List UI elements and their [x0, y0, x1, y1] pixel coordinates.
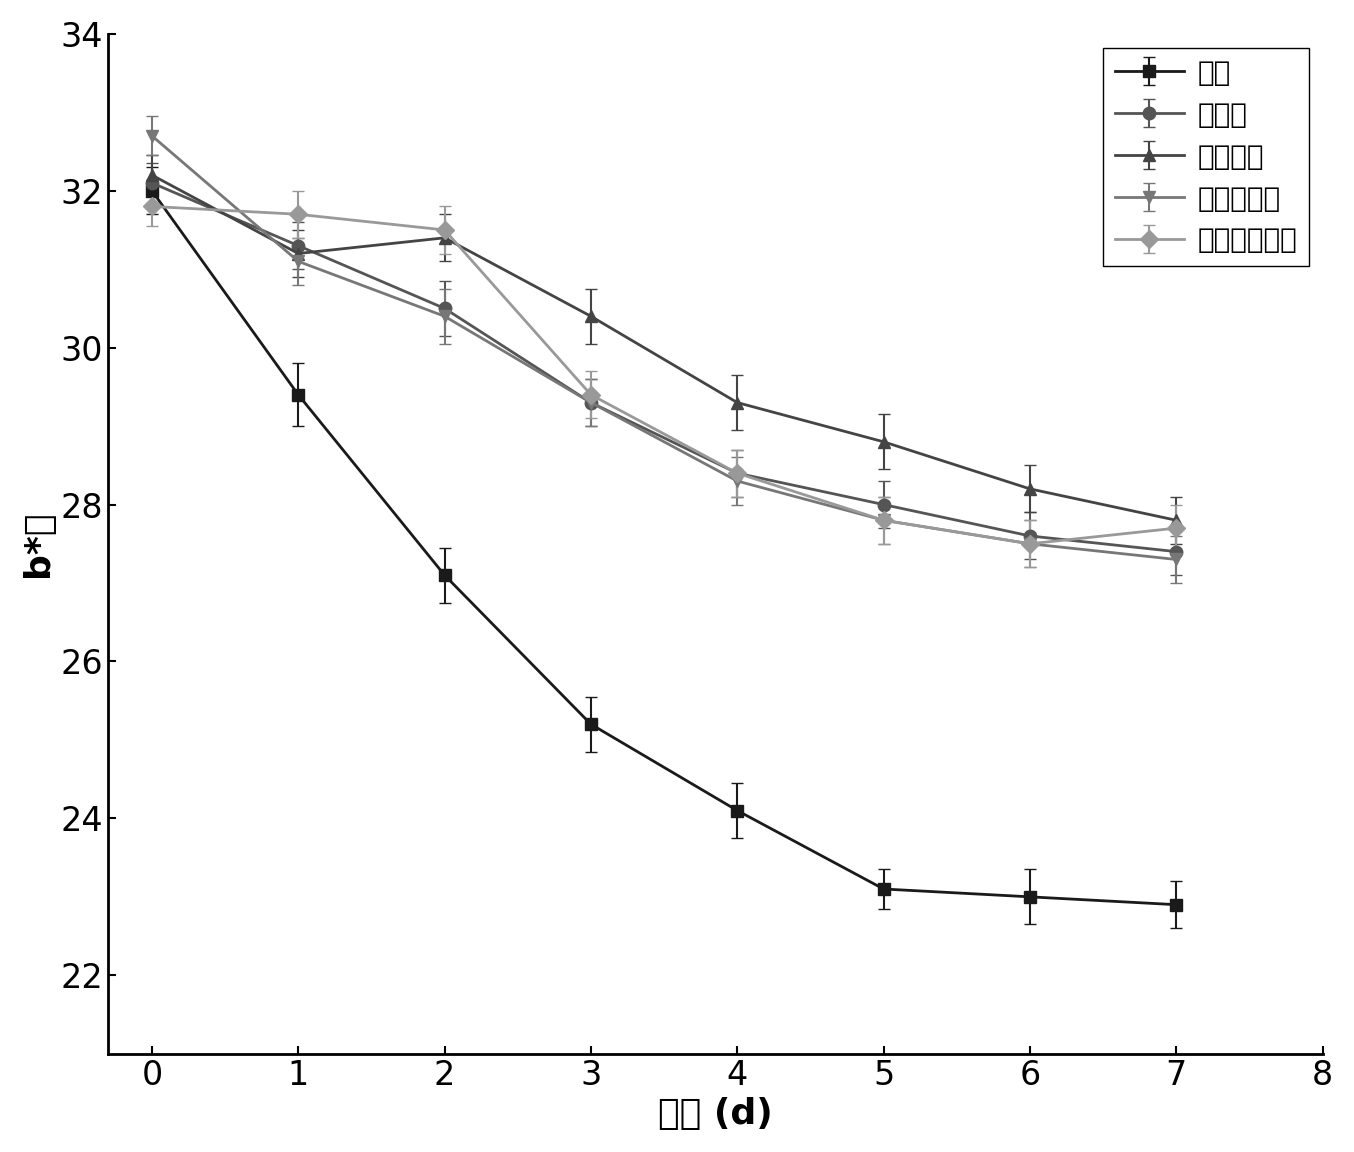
X-axis label: 时间 (d): 时间 (d)	[658, 1097, 773, 1131]
Legend: 空白, 壳聚糖, 复合多糖, 功能性多糖, 羧甲基纤维素: 空白, 壳聚糖, 复合多糖, 功能性多糖, 羧甲基纤维素	[1104, 47, 1309, 265]
Y-axis label: b*值: b*值	[20, 510, 54, 577]
